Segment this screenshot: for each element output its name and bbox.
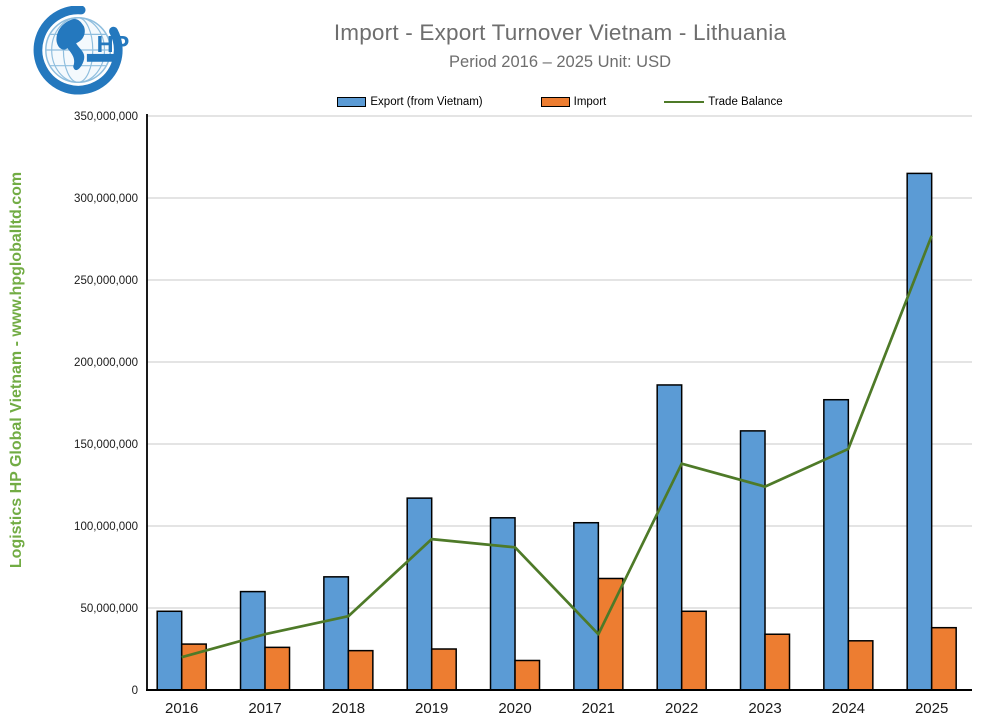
logo-letters: HP bbox=[97, 31, 130, 57]
legend-label-export: Export (from Vietnam) bbox=[370, 96, 483, 108]
legend-item-export: Export (from Vietnam) bbox=[337, 96, 483, 108]
export-bar bbox=[656, 384, 683, 691]
legend-item-import: Import bbox=[540, 96, 607, 108]
y-tick-label: 50,000,000 bbox=[80, 603, 138, 615]
import-bar bbox=[930, 626, 957, 691]
globe-icon: HP bbox=[33, 5, 130, 95]
export-bar bbox=[156, 610, 183, 691]
y-tick-label: 350,000,000 bbox=[74, 111, 138, 123]
chart-subtitle: Period 2016 – 2025 Unit: USD bbox=[449, 53, 671, 71]
x-tick-label: 2021 bbox=[582, 700, 615, 717]
x-tick-label: 2024 bbox=[832, 700, 865, 717]
x-tick-label: 2019 bbox=[415, 700, 448, 717]
export-swatch-icon bbox=[337, 97, 367, 107]
import-bar bbox=[764, 633, 791, 691]
chart-title: Import - Export Turnover Vietnam - Lithu… bbox=[333, 20, 787, 45]
legend-label-trade-balance: Trade Balance bbox=[708, 96, 783, 108]
export-bar bbox=[906, 172, 933, 691]
x-tick-label: 2025 bbox=[915, 700, 948, 717]
export-bar bbox=[406, 497, 433, 691]
x-tick-label: 2020 bbox=[498, 700, 531, 717]
y-tick-label: 100,000,000 bbox=[74, 521, 138, 533]
x-tick-label: 2023 bbox=[748, 700, 781, 717]
export-bar bbox=[823, 398, 850, 691]
import-bar bbox=[847, 640, 874, 691]
x-tick-label: 2022 bbox=[665, 700, 698, 717]
y-tick-label: 300,000,000 bbox=[74, 193, 138, 205]
legend-label-import: Import bbox=[573, 96, 607, 108]
import-bar bbox=[430, 648, 457, 691]
y-tick-label: 0 bbox=[132, 685, 138, 697]
import-bar bbox=[680, 610, 707, 691]
import-bar bbox=[264, 646, 291, 691]
export-bar bbox=[323, 576, 350, 691]
import-bar bbox=[597, 577, 624, 691]
x-tick-label: 2017 bbox=[248, 700, 281, 717]
company-logo: HP bbox=[28, 5, 136, 96]
trade-balance-line bbox=[181, 235, 933, 659]
import-bar bbox=[514, 659, 541, 691]
trade-balance-swatch-icon bbox=[664, 100, 705, 104]
x-tick-label: 2018 bbox=[332, 700, 365, 717]
chart-header: Import - Export Turnover Vietnam - Lithu… bbox=[130, 20, 990, 72]
chart-legend: Export (from Vietnam) Import Trade Balan… bbox=[130, 93, 990, 111]
y-tick-label: 150,000,000 bbox=[74, 439, 138, 451]
export-bar bbox=[573, 521, 600, 691]
import-bar bbox=[347, 649, 374, 691]
y-tick-label: 250,000,000 bbox=[74, 275, 138, 287]
import-swatch-icon bbox=[540, 97, 570, 107]
x-tick-label: 2016 bbox=[165, 700, 198, 717]
y-tick-label: 200,000,000 bbox=[74, 357, 138, 369]
export-bar bbox=[489, 517, 516, 691]
export-bar bbox=[739, 430, 766, 691]
chart-canvas: 0 50,000,000 100,000,000 150,000,000 200,000… bbox=[74, 111, 972, 717]
legend-item-trade-balance: Trade Balance bbox=[664, 96, 783, 108]
